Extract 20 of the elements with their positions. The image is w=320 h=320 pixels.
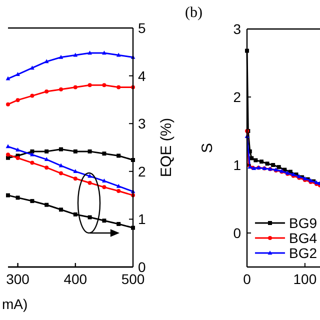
- y-tick-label: 0: [233, 225, 242, 241]
- legend-label: BG4: [289, 230, 318, 246]
- legend-label: BG9: [289, 215, 318, 231]
- y-tick-label: 2: [233, 89, 242, 105]
- y2-axis-title: EQE (%): [158, 118, 175, 178]
- x-axis-title: mA): [2, 296, 28, 312]
- chart-title: (b): [185, 5, 202, 21]
- y2-tick-label: 5: [138, 20, 146, 36]
- y2-tick-label: 1: [138, 211, 146, 228]
- y-axis-title: S: [199, 142, 216, 154]
- legend-label: BG2: [289, 245, 318, 261]
- x-tick-label: 400: [64, 271, 88, 287]
- y2-tick-label: 3: [138, 116, 146, 132]
- y2-tick-label: 2: [138, 163, 146, 180]
- y-tick-label: 3: [233, 21, 242, 37]
- x-tick-label: 300: [6, 271, 30, 287]
- x-tick-label: 0: [243, 271, 252, 287]
- y-tick-label: 1: [233, 157, 242, 173]
- x-tick-label: 100: [293, 271, 317, 287]
- y2-tick-label: 4: [138, 68, 146, 84]
